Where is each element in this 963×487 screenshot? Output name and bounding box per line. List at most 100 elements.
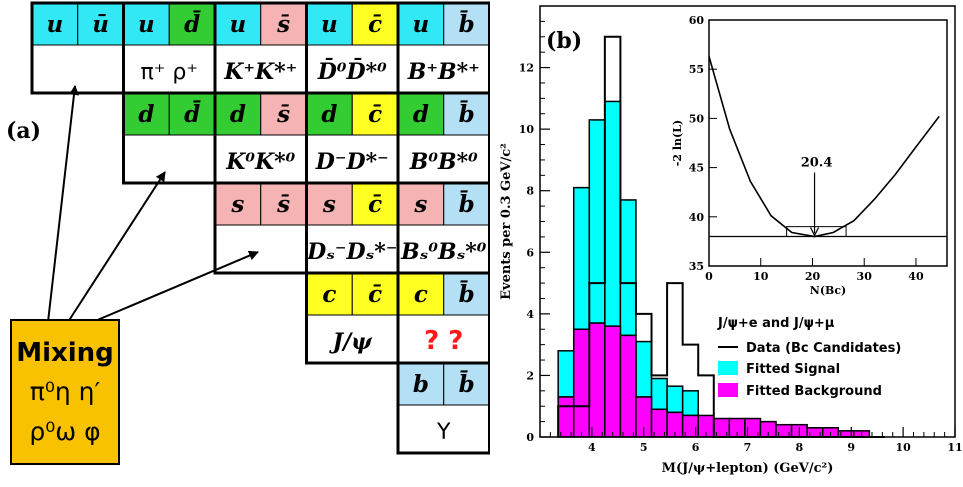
- inset-x-tick-label: 40: [908, 270, 924, 283]
- meson-name: ? ?: [424, 326, 463, 356]
- y-tick-label: 4: [526, 308, 534, 321]
- x-tick-label: 6: [692, 441, 700, 454]
- mixing-line2: ρ⁰ω φ: [29, 417, 100, 446]
- meson-name: π⁺ ρ⁺: [141, 60, 198, 85]
- quark-label: u: [138, 11, 155, 38]
- antiquark-cell-bg: [351, 92, 399, 136]
- background-bar: [557, 396, 575, 438]
- panel-b-label: (b): [546, 28, 582, 54]
- signal-bar: [557, 350, 575, 398]
- signal-bar: [604, 100, 622, 327]
- antiquark-cell-bg: [168, 92, 216, 136]
- antiquark-label: s̄: [276, 191, 290, 218]
- quark-label: u: [230, 11, 247, 38]
- minimum-annotation: 20.4: [801, 156, 833, 171]
- signal-bar: [681, 390, 699, 417]
- antiquark-label: c̄: [368, 101, 382, 128]
- antiquark-cell-bg: [260, 92, 307, 136]
- mixing-arrow: [47, 85, 79, 323]
- background-bar: [604, 325, 622, 438]
- mixing-title: Mixing: [16, 338, 114, 368]
- antiquark-label: b̄: [459, 280, 475, 308]
- quark-label: d: [321, 101, 337, 128]
- meson-cell: u c̄ D̄⁰D̄*⁰: [305, 1, 400, 95]
- antiquark-label: c̄: [368, 191, 382, 218]
- meson-cell: s c̄ Dₛ⁻Dₛ*⁻: [305, 181, 400, 275]
- inset-x-tick-label: 30: [857, 270, 873, 283]
- antiquark-label: d̄: [184, 10, 201, 38]
- signal-bar: [572, 186, 591, 330]
- x-axis-label: M(J/ψ+lepton) (GeV/c²): [662, 461, 834, 476]
- quark-table-panel: u ū u d̄π⁺ ρ⁺u s̄K⁺K*⁺u c̄D̄⁰D̄*⁰u b̄B⁺B*⁺d d̄ d…: [6, 1, 490, 465]
- inset-y-label: -2 ln(L): [671, 120, 684, 166]
- antiquark-label: ū: [92, 11, 109, 38]
- inset-y-tick-label: 35: [689, 260, 704, 273]
- quark-label: b: [413, 371, 429, 398]
- signal-bar: [650, 377, 668, 411]
- antiquark-cell-bg: [443, 362, 490, 406]
- meson-cell: s s̄: [213, 181, 308, 275]
- meson-name: B⁺B*⁺: [407, 59, 480, 85]
- meson-name: Υ: [436, 420, 451, 445]
- background-bar: [619, 334, 637, 438]
- quark-label: d: [230, 101, 246, 128]
- legend-signal-swatch: [718, 361, 738, 375]
- meson-cell: u b̄ B⁺B*⁺: [396, 1, 490, 95]
- meson-name: K⁰K*⁰: [225, 149, 295, 175]
- mixing-arrows: [47, 85, 259, 325]
- x-tick-label: 9: [847, 441, 855, 454]
- inset-x-tick-label: 0: [705, 270, 713, 283]
- mixing-box: Mixing π⁰η η′ ρ⁰ω φ: [10, 319, 120, 465]
- inset-y-tick-label: 60: [689, 14, 705, 27]
- antiquark-label: b̄: [459, 100, 475, 128]
- inset-y-tick-label: 55: [689, 63, 704, 76]
- meson-cell: d s̄ K⁰K*⁰: [213, 91, 308, 185]
- inset-y-tick-label: 45: [689, 162, 704, 175]
- x-tick-label: 8: [796, 441, 804, 454]
- inset-x-tick-label: 20: [805, 270, 821, 283]
- antiquark-cell-bg: [260, 182, 307, 226]
- signal-bar: [635, 340, 653, 398]
- quark-label: d: [138, 101, 154, 128]
- y-tick-label: 10: [519, 123, 535, 136]
- quark-label: d: [413, 101, 429, 128]
- meson-name: Dₛ⁻Dₛ*⁻: [306, 239, 397, 265]
- antiquark-label: s̄: [276, 11, 290, 38]
- legend-background-label: Fitted Background: [746, 384, 882, 399]
- x-tick-label: 4: [588, 441, 596, 454]
- meson-cell: b b̄ Υ: [396, 361, 490, 455]
- quark-cell-bg: [397, 2, 445, 46]
- quark-cell-bg: [123, 92, 170, 136]
- inset-x-tick-label: 10: [753, 270, 769, 283]
- signal-bar: [588, 119, 606, 324]
- inset-bg: [705, 16, 951, 298]
- legend-header: J/ψ+e and J/ψ+μ: [717, 316, 835, 331]
- meson-cell: s b̄ Bₛ⁰Bₛ*⁰: [396, 181, 490, 275]
- inset-x-label: N(Bc): [810, 284, 846, 297]
- meson-name: Bₛ⁰Bₛ*⁰: [400, 239, 487, 265]
- quark-label: u: [413, 11, 430, 38]
- meson-cell: d b̄ B⁰B*⁰: [396, 91, 490, 185]
- meson-cell: u s̄ K⁺K*⁺: [213, 1, 308, 95]
- meson-cells: u ū u d̄π⁺ ρ⁺u s̄K⁺K*⁺u c̄D̄⁰D̄*⁰u b̄B⁺B*⁺d d̄ d…: [30, 1, 490, 455]
- signal-bar: [666, 385, 684, 414]
- signal-bar: [619, 199, 637, 337]
- quark-label: u: [47, 11, 64, 38]
- quark-label: s: [230, 191, 244, 218]
- background-bar: [588, 322, 606, 438]
- mixing-arrow: [67, 171, 166, 323]
- mixing-line1: π⁰η η′: [30, 377, 101, 406]
- quark-label: u: [321, 11, 338, 38]
- meson-cell: d c̄ D⁻D*⁻: [305, 91, 400, 185]
- quark-cell-bg: [31, 2, 79, 46]
- inset-y-tick-label: 50: [689, 112, 705, 125]
- inset-y-tick-label: 40: [689, 211, 705, 224]
- likelihood-inset: 35 40 45 50 55 60 0 10 20 30 40 N(Bc) -2 ln(L) 20.4: [671, 14, 951, 298]
- y-tick-label: 6: [526, 246, 534, 259]
- antiquark-label: c̄: [368, 11, 382, 38]
- y-tick-label: 0: [526, 431, 534, 444]
- antiquark-cell-bg: [351, 182, 399, 226]
- quark-label: s: [322, 191, 336, 218]
